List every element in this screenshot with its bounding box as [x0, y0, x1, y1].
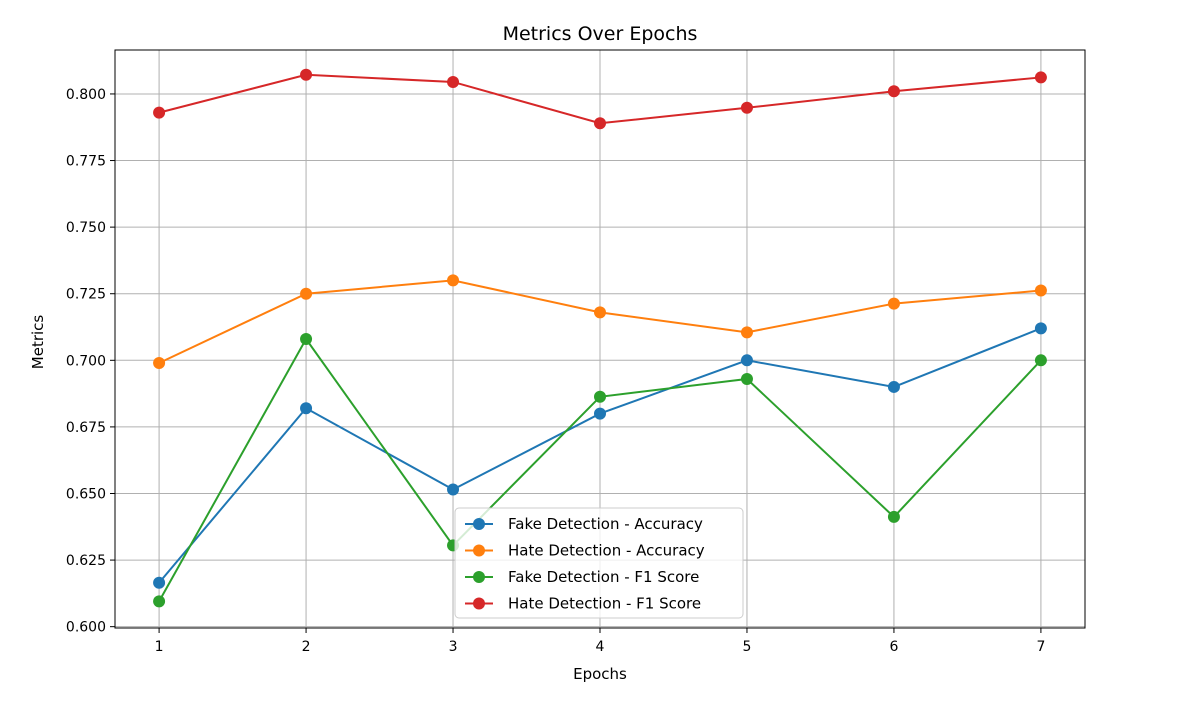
data-point: [887, 85, 900, 98]
data-point: [447, 75, 460, 88]
data-point: [887, 380, 900, 393]
y-tick-label: 0.675: [66, 420, 106, 436]
legend-label: Fake Detection - Accuracy: [508, 515, 703, 533]
legend-box: [454, 507, 744, 619]
legend-item: Fake Detection - Accuracy: [465, 515, 703, 533]
series-2: [153, 274, 1047, 369]
series-4: [153, 68, 1047, 130]
legend-item: Hate Detection - Accuracy: [465, 542, 705, 560]
data-point: [300, 68, 313, 81]
series-1: [153, 322, 1047, 589]
legend-marker: [473, 571, 485, 583]
x-tick-label: 5: [743, 639, 752, 655]
y-tick-label: 0.650: [66, 486, 106, 502]
x-tick-label: 4: [596, 639, 605, 655]
y-tick-label: 0.800: [66, 87, 106, 103]
data-point: [887, 510, 900, 523]
series-lines: [153, 68, 1047, 608]
x-tick-label: 1: [155, 639, 164, 655]
x-tick-label: 2: [302, 639, 311, 655]
legend-item: Fake Detection - F1 Score: [465, 568, 699, 586]
x-tick-label: 7: [1036, 639, 1045, 655]
data-point: [594, 117, 606, 130]
data-point: [740, 101, 753, 114]
y-tick-label: 0.775: [66, 154, 106, 170]
legend-marker: [473, 597, 485, 610]
axis-ticks: 1 2 3 4 5 6 7 0.600 0.625 0.650 0.675 0.700 0.725 0.7…: [66, 87, 1045, 655]
data-point: [740, 354, 753, 367]
x-tick-label: 6: [889, 639, 898, 655]
data-point: [300, 402, 313, 415]
legend-label: Hate Detection - F1 Score: [508, 595, 701, 613]
y-tick-label: 0.625: [66, 553, 106, 569]
data-point: [740, 326, 753, 339]
data-point: [1034, 354, 1047, 367]
legend-marker: [473, 544, 485, 557]
legend-item: Hate Detection - F1 Score: [465, 595, 701, 613]
y-tick-label: 0.700: [66, 353, 106, 369]
chart-title: Metrics Over Epochs: [503, 23, 698, 45]
data-point: [1034, 322, 1047, 335]
data-point: [594, 390, 606, 403]
data-point: [153, 595, 166, 608]
grid-lines: [115, 50, 1085, 628]
data-point: [1034, 284, 1047, 297]
data-point: [447, 274, 460, 287]
x-axis-label: Epochs: [573, 665, 627, 683]
y-tick-label: 0.725: [66, 287, 106, 303]
legend-label: Fake Detection - F1 Score: [508, 568, 699, 586]
chart-legend: Fake Detection - Accuracy Hate Detection …: [454, 507, 744, 619]
data-point: [887, 297, 900, 310]
data-point: [153, 576, 166, 589]
data-point: [594, 306, 606, 319]
data-point: [300, 333, 313, 345]
x-tick-label: 3: [449, 639, 458, 655]
y-tick-label: 0.750: [66, 220, 106, 236]
legend-marker: [473, 518, 485, 530]
data-point: [594, 407, 606, 420]
y-tick-label: 0.600: [66, 620, 106, 636]
data-point: [300, 287, 313, 300]
data-point: [153, 106, 166, 119]
data-point: [740, 372, 753, 385]
data-point: [153, 356, 166, 369]
y-axis-label: Metrics: [29, 315, 47, 370]
data-point: [447, 483, 460, 496]
data-point: [1034, 71, 1047, 84]
legend-label: Hate Detection - Accuracy: [508, 542, 705, 560]
